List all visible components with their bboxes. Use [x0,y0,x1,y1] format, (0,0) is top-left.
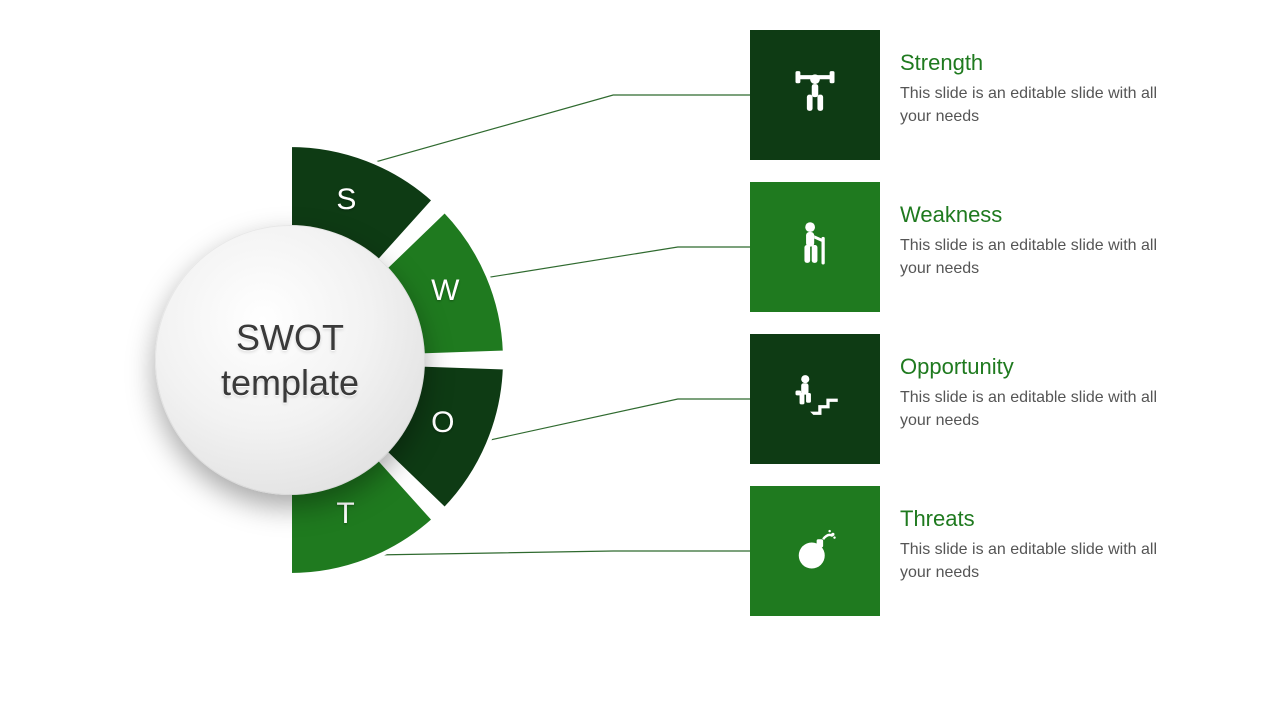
cane-icon [789,219,841,276]
entry-title: Weakness [900,202,1160,228]
center-title-line1: SWOT [236,317,344,358]
swot-infographic: SWOT template SWOTStrengthThis slide is … [0,0,1280,720]
wedge-label-o: O [431,406,454,440]
entry-1: Weakness This slide is an editable slide … [900,202,1160,280]
entry-desc: This slide is an editable slide with all… [900,82,1160,128]
entry-desc: This slide is an editable slide with all… [900,234,1160,280]
wedge-label-t: T [336,497,354,531]
bomb-icon [789,523,841,580]
stairs-icon [789,371,841,428]
entry-0: Strength This slide is an editable slide … [900,50,1160,128]
entry-title: Threats [900,506,1160,532]
info-box-1 [750,182,880,312]
entry-title: Strength [900,50,1160,76]
barbell-icon [789,67,841,124]
entry-desc: This slide is an editable slide with all… [900,538,1160,584]
entry-2: Opportunity This slide is an editable sli… [900,354,1160,432]
entry-3: Threats This slide is an editable slide w… [900,506,1160,584]
wedge-label-w: W [431,274,459,308]
center-title-line2: template [221,362,359,403]
center-title: SWOT template [221,315,359,405]
wedge-label-s: S [336,183,356,217]
center-circle: SWOT template [155,225,425,495]
entry-title: Opportunity [900,354,1160,380]
info-box-2 [750,334,880,464]
info-box-3 [750,486,880,616]
entry-desc: This slide is an editable slide with all… [900,386,1160,432]
info-box-0 [750,30,880,160]
